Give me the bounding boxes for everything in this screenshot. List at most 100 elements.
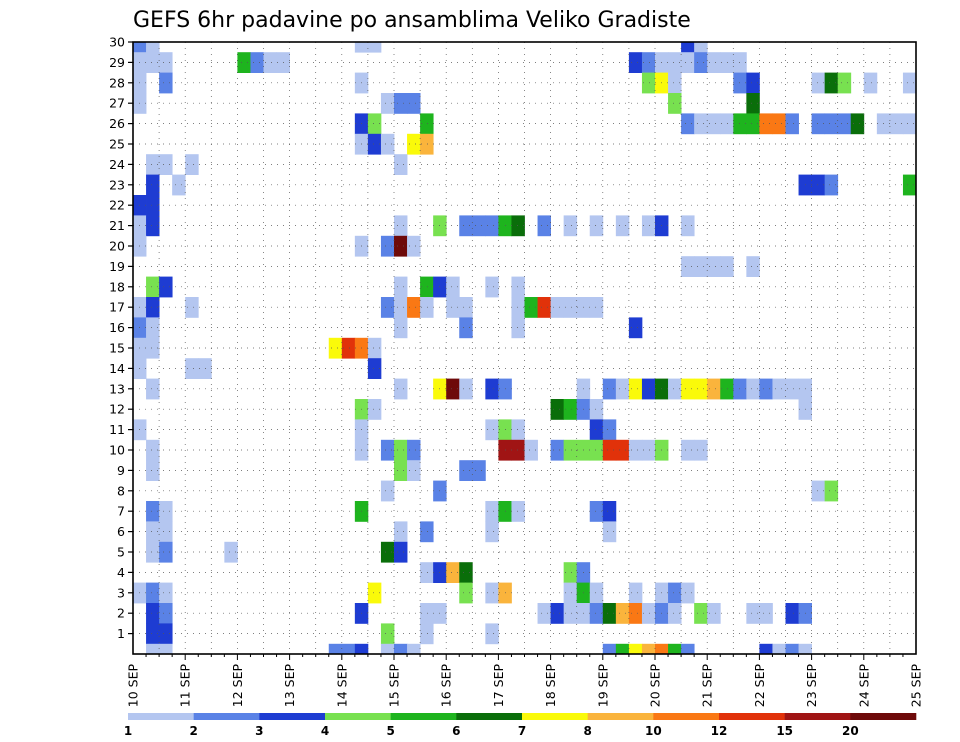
heatmap-cell — [589, 501, 604, 522]
heatmap-cell — [772, 643, 786, 655]
heatmap-cell — [472, 460, 486, 481]
heatmap-cell — [655, 643, 669, 655]
heatmap-cell — [563, 582, 578, 604]
heatmap-cell — [394, 276, 408, 298]
heatmap-cell — [537, 297, 551, 318]
heatmap-cell — [628, 439, 643, 461]
heatmap-cell — [746, 113, 760, 135]
heatmap-cell — [615, 215, 630, 237]
heatmap-cell — [628, 603, 643, 624]
heatmap-cell — [446, 297, 460, 318]
heatmap-cell — [380, 480, 395, 502]
colorbar-swatch — [325, 713, 391, 720]
y-axis: 1234567891011121314151617181920212223242… — [109, 35, 133, 641]
colorbar-label: 7 — [518, 724, 526, 738]
heatmap-cell — [341, 643, 356, 655]
heatmap-cell — [459, 562, 473, 583]
heatmap-cell — [589, 603, 604, 624]
heatmap-cell — [367, 133, 382, 155]
colorbar-swatch — [587, 713, 654, 720]
heatmap-cell — [146, 52, 160, 73]
heatmap-cell — [681, 378, 695, 400]
heatmap-cell — [407, 460, 421, 481]
x-tick-label: 17 SEP — [491, 664, 506, 708]
colorbar-swatch — [193, 713, 260, 720]
colorbar-label: 8 — [583, 724, 591, 738]
y-tick-label: 28 — [109, 75, 125, 90]
grid-lines — [133, 42, 916, 654]
y-tick-label: 19 — [109, 259, 125, 274]
y-tick-label: 4 — [117, 565, 125, 580]
heatmap-cell — [394, 439, 408, 461]
heatmap-cell — [720, 378, 734, 400]
heatmap-cell — [146, 195, 160, 216]
heatmap-cell — [641, 643, 656, 655]
heatmap-cell — [772, 378, 786, 400]
heatmap-cell — [420, 276, 434, 298]
heatmap-cell — [850, 113, 865, 135]
heatmap-cell — [563, 603, 578, 624]
heatmap-cell — [459, 582, 473, 604]
y-tick-label: 10 — [109, 443, 125, 458]
heatmap-cell — [746, 378, 760, 400]
heatmap-cell — [785, 378, 799, 400]
heatmap-cell — [146, 643, 160, 655]
heatmap-cell — [772, 113, 786, 135]
heatmap-cells — [133, 42, 917, 655]
heatmap-cell — [380, 643, 395, 655]
heatmap-cell — [707, 603, 721, 624]
x-tick-label: 13 SEP — [282, 664, 297, 708]
heatmap-cell — [250, 52, 264, 73]
heatmap-cell — [720, 256, 734, 277]
heatmap-cell — [837, 72, 852, 94]
heatmap-cell — [146, 317, 160, 339]
heatmap-cell — [146, 378, 160, 400]
heatmap-cell — [146, 521, 160, 543]
heatmap-cell — [563, 562, 578, 583]
heatmap-cell — [824, 113, 839, 135]
heatmap-cell — [641, 72, 656, 94]
heatmap-cell — [185, 154, 199, 175]
heatmap-cell — [628, 52, 643, 73]
heatmap-cell — [159, 521, 173, 543]
heatmap-cell — [694, 42, 708, 53]
heatmap-cell — [563, 297, 578, 318]
heatmap-cell — [681, 256, 695, 277]
heatmap-cell — [146, 174, 160, 196]
heatmap-cell — [459, 460, 473, 481]
heatmap-cell — [263, 52, 277, 73]
heatmap-cell — [615, 439, 630, 461]
heatmap-cell — [446, 378, 460, 400]
heatmap-cell — [394, 521, 408, 543]
heatmap-cell — [394, 460, 408, 481]
heatmap-cell — [198, 358, 212, 379]
y-tick-label: 12 — [109, 402, 125, 417]
heatmap-cell — [420, 113, 434, 135]
heatmap-cell — [172, 174, 186, 196]
colorbar-label: 5 — [386, 724, 394, 738]
y-tick-label: 16 — [109, 320, 125, 335]
heatmap-cell — [354, 42, 369, 53]
x-tick-label: 14 SEP — [334, 664, 349, 708]
heatmap-cell — [668, 603, 682, 624]
heatmap-cell — [589, 215, 604, 237]
heatmap-cell — [824, 174, 839, 196]
heatmap-cell — [420, 562, 434, 583]
heatmap-cell — [367, 337, 382, 359]
heatmap-cell — [446, 562, 460, 583]
heatmap-cell — [485, 276, 499, 298]
heatmap-cell — [615, 643, 630, 655]
heatmap-cell — [707, 378, 721, 400]
heatmap-cell — [641, 378, 656, 400]
x-tick-label: 19 SEP — [595, 664, 610, 708]
heatmap-cell — [811, 72, 826, 94]
heatmap-cell — [367, 113, 382, 135]
y-tick-label: 17 — [109, 300, 125, 315]
heatmap-cell — [537, 215, 551, 237]
colorbar-swatch — [719, 713, 785, 720]
heatmap-cell — [615, 378, 630, 400]
heatmap-cell — [811, 113, 826, 135]
heatmap-cell — [589, 582, 604, 604]
colorbar-label: 1 — [124, 724, 132, 738]
heatmap-cell — [146, 42, 160, 53]
